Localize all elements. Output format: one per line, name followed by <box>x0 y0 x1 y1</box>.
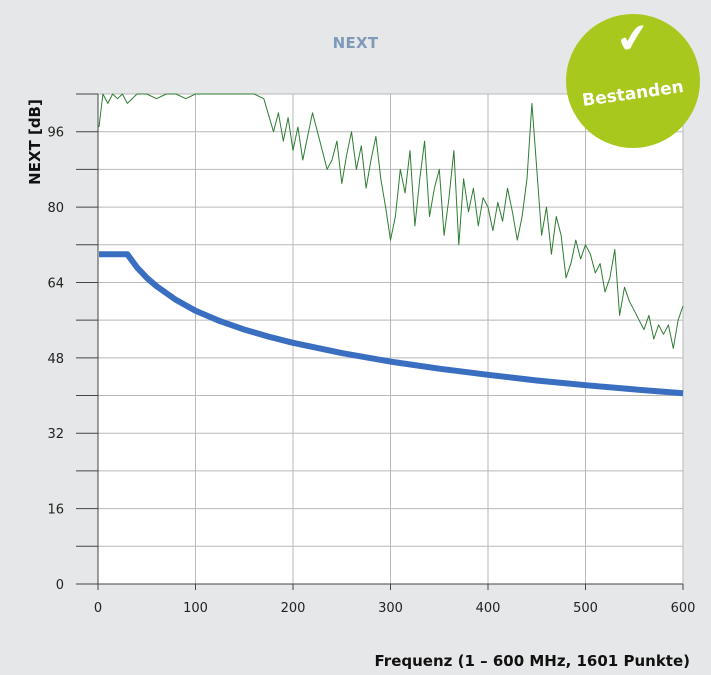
y-tick-label: 16 <box>47 503 64 518</box>
tick-labels: 0 100 200 300 400 500 600 0 16 32 48 64 80 96 <box>47 126 695 616</box>
x-tick-label: 600 <box>671 601 696 616</box>
x-tick-label: 100 <box>183 601 208 616</box>
y-tick-label: 0 <box>56 578 64 593</box>
x-tick-label: 0 <box>94 601 102 616</box>
passed-badge: ✔ Bestanden <box>566 14 700 148</box>
check-icon: ✔ <box>613 14 653 65</box>
y-tick-label: 80 <box>47 201 64 216</box>
y-tick-label: 96 <box>47 126 64 141</box>
x-tick-label: 500 <box>573 601 598 616</box>
y-tick-label: 48 <box>47 352 64 367</box>
x-tick-label: 200 <box>281 601 306 616</box>
series-line-2 <box>99 251 684 397</box>
chart-title: NEXT <box>332 34 379 52</box>
axes <box>76 93 684 590</box>
x-tick-label: 300 <box>378 601 403 616</box>
y-tick-label: 64 <box>47 276 64 291</box>
badge-label: Bestanden <box>581 76 685 112</box>
series-layer <box>98 93 684 397</box>
y-tick-label: 32 <box>47 427 64 442</box>
series-line-1 <box>98 93 684 349</box>
x-axis-label: Frequenz (1 – 600 MHz, 1601 Punkte) <box>374 652 690 670</box>
x-tick-label: 400 <box>476 601 501 616</box>
